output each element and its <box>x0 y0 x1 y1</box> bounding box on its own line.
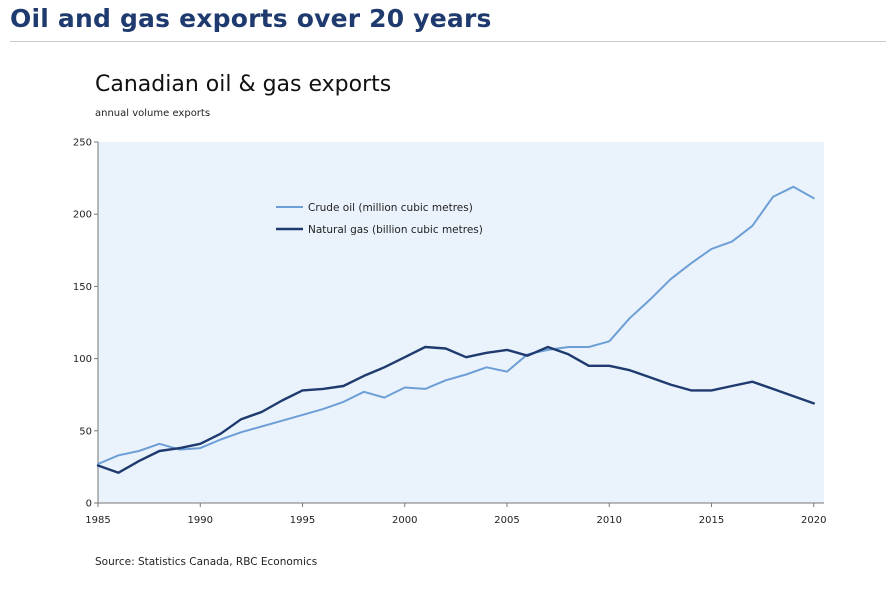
title-divider <box>10 41 886 42</box>
legend-label: Crude oil (million cubic metres) <box>308 202 473 214</box>
x-tick-label: 2015 <box>699 515 724 526</box>
chart-subtitle: annual volume exports <box>95 108 211 119</box>
slide-title: Oil and gas exports over 20 years <box>10 4 492 33</box>
y-tick-label: 250 <box>73 138 92 149</box>
plot-area <box>98 142 824 503</box>
series-line-natural-gas <box>96 345 815 474</box>
x-tick-label: 2020 <box>801 515 826 526</box>
series-line-crude-oil <box>97 185 815 465</box>
y-tick-label: 200 <box>73 210 92 221</box>
y-tick-label: 150 <box>73 282 92 293</box>
chart-title: Canadian oil & gas exports <box>95 72 392 97</box>
source-note: Source: Statistics Canada, RBC Economics <box>95 556 318 568</box>
x-tick-label: 1990 <box>188 515 213 526</box>
y-tick-label: 50 <box>79 426 92 437</box>
x-tick-label: 2000 <box>392 515 417 526</box>
y-tick-label: 0 <box>86 499 92 510</box>
x-tick-label: 2010 <box>597 515 622 526</box>
x-tick-label: 2005 <box>494 515 519 526</box>
legend-label: Natural gas (billion cubic metres) <box>308 224 483 236</box>
y-tick-label: 100 <box>73 354 92 365</box>
x-tick-label: 1985 <box>85 515 110 526</box>
x-tick-label: 1995 <box>290 515 315 526</box>
